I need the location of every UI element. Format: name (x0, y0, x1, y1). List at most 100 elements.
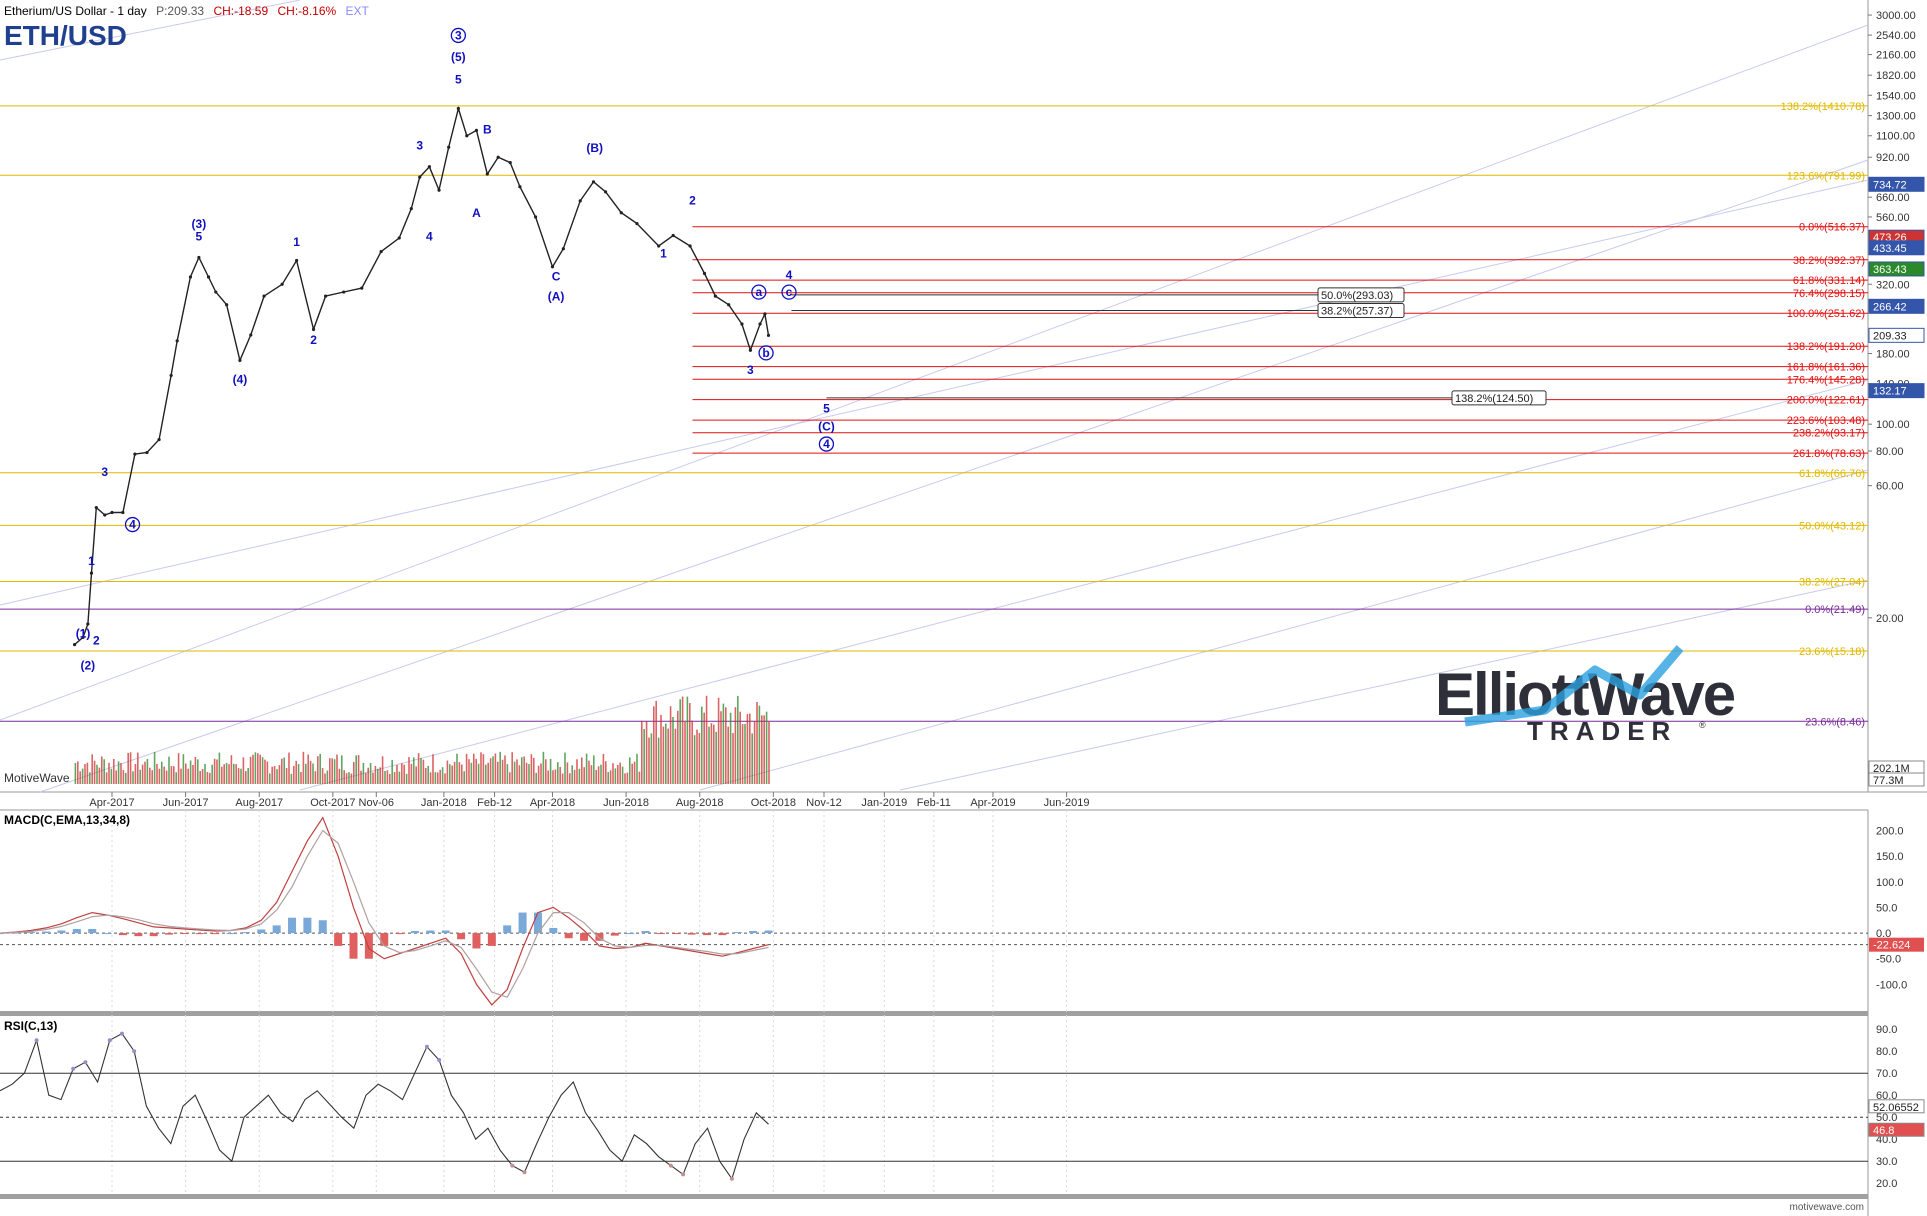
macd-signal-line (0, 829, 769, 998)
volume-bar (523, 756, 525, 784)
volume-bar (165, 770, 168, 784)
volume-bar (256, 753, 259, 784)
volume-bar (252, 754, 254, 784)
volume-bar (100, 756, 103, 784)
macd-histogram-bar (257, 929, 266, 934)
macd-y-label: 100.0 (1876, 877, 1904, 889)
volume-bar (645, 721, 648, 784)
volume-tag-label: 202.1M (1873, 763, 1910, 775)
macd-histogram-bar (595, 933, 604, 941)
x-tick-label: Feb-11 (917, 797, 951, 809)
macd-histogram-bar (641, 931, 650, 934)
volume-bar (146, 758, 149, 784)
fib-level-label: 123.6%(791.99) (1787, 170, 1865, 182)
volume-bar (441, 767, 444, 784)
volume-bar (710, 723, 713, 784)
volume-bar (408, 757, 410, 784)
volume-bar (542, 751, 545, 784)
volume-bar (412, 757, 415, 784)
volume-bar (158, 768, 161, 784)
volume-bar (588, 760, 590, 784)
macd-histogram-bar (272, 925, 281, 934)
volume-bar (451, 765, 453, 784)
ext-label[interactable]: EXT (345, 4, 369, 18)
wave-label: 2 (689, 194, 696, 208)
volume-bar (691, 720, 693, 784)
macd-histogram-bar (518, 912, 527, 934)
volume-bar (364, 772, 367, 784)
volume-bar (453, 761, 456, 784)
fib-level-label: 200.0%(122.61) (1787, 395, 1865, 407)
fib-level-label: 61.8%(331.14) (1793, 275, 1865, 287)
volume-bar (398, 771, 401, 784)
volume-bar (295, 760, 297, 784)
wave-circle (124, 516, 141, 533)
price-point (94, 505, 98, 510)
volume-bar (276, 769, 278, 784)
rsi-overbought-point (71, 1066, 76, 1071)
volume-bar (374, 766, 377, 784)
volume-bar (98, 767, 101, 784)
volume-bar (302, 751, 305, 784)
volume-bar (228, 764, 230, 784)
volume-bar (727, 726, 729, 784)
volume-bar (381, 756, 384, 784)
price-tag (1868, 176, 1925, 192)
price-point (485, 172, 489, 176)
price-point (688, 244, 692, 248)
volume-bar (580, 757, 583, 784)
volume-bar (494, 753, 497, 784)
trend-channel-line (0, 24, 1869, 721)
price-point (447, 145, 451, 149)
volume-bar (568, 773, 571, 784)
macd-histogram-bar (672, 933, 681, 935)
price-point (508, 160, 512, 165)
fib-level-label: 23.6%(8.46) (1805, 716, 1865, 728)
wave-label: 4 (129, 518, 136, 532)
macd-histogram-bar (349, 933, 358, 959)
volume-bar (264, 759, 266, 784)
volume-bar (547, 770, 549, 784)
fib-level-label: 0.0%(516.37) (1799, 222, 1865, 234)
volume-bar (556, 762, 559, 784)
volume-bar (420, 757, 422, 784)
price-tag-label: 132.17 (1873, 386, 1907, 398)
volume-bar (540, 763, 542, 784)
volume-bar (530, 754, 533, 784)
x-tick-label: Apr-2018 (530, 797, 575, 809)
volume-bar (225, 762, 228, 784)
price-tag (1868, 261, 1925, 277)
macd-y-label: 0.0 (1876, 928, 1891, 940)
x-tick-label: Nov-06 (359, 797, 394, 809)
y-tick-label: 180.00 (1876, 348, 1910, 360)
macd-histogram-bar (487, 933, 496, 946)
volume-bar (528, 764, 530, 784)
x-tick-label: Aug-2018 (676, 797, 724, 809)
fib-box-label: 38.2%(257.37) (1321, 305, 1393, 317)
volume-bar (516, 759, 518, 784)
volume-bar (756, 701, 758, 784)
wave-label: 1 (660, 246, 667, 260)
volume-bar (393, 772, 396, 784)
volume-bar (194, 757, 197, 784)
y-tick-label: 320.00 (1876, 279, 1910, 291)
fib-level-label: 0.0%(21.49) (1805, 604, 1865, 616)
volume-bar (88, 772, 91, 784)
volume-bar (156, 764, 158, 784)
macd-histogram-bar (42, 931, 51, 934)
macd-histogram-bar (749, 931, 758, 934)
price-point (238, 358, 242, 362)
volume-bar (537, 765, 540, 784)
volume-bar (693, 735, 696, 784)
y-tick-label: 2540.00 (1876, 30, 1916, 42)
volume-bar (384, 770, 386, 784)
wave-circle (751, 284, 767, 300)
rsi-oversold-point (681, 1172, 686, 1177)
macd-histogram-bar (764, 930, 773, 934)
volume-bar (549, 758, 552, 784)
volume-bar (122, 770, 125, 784)
wave-label: A (472, 206, 481, 220)
macd-line (0, 816, 769, 1006)
volume-bar (338, 768, 341, 784)
